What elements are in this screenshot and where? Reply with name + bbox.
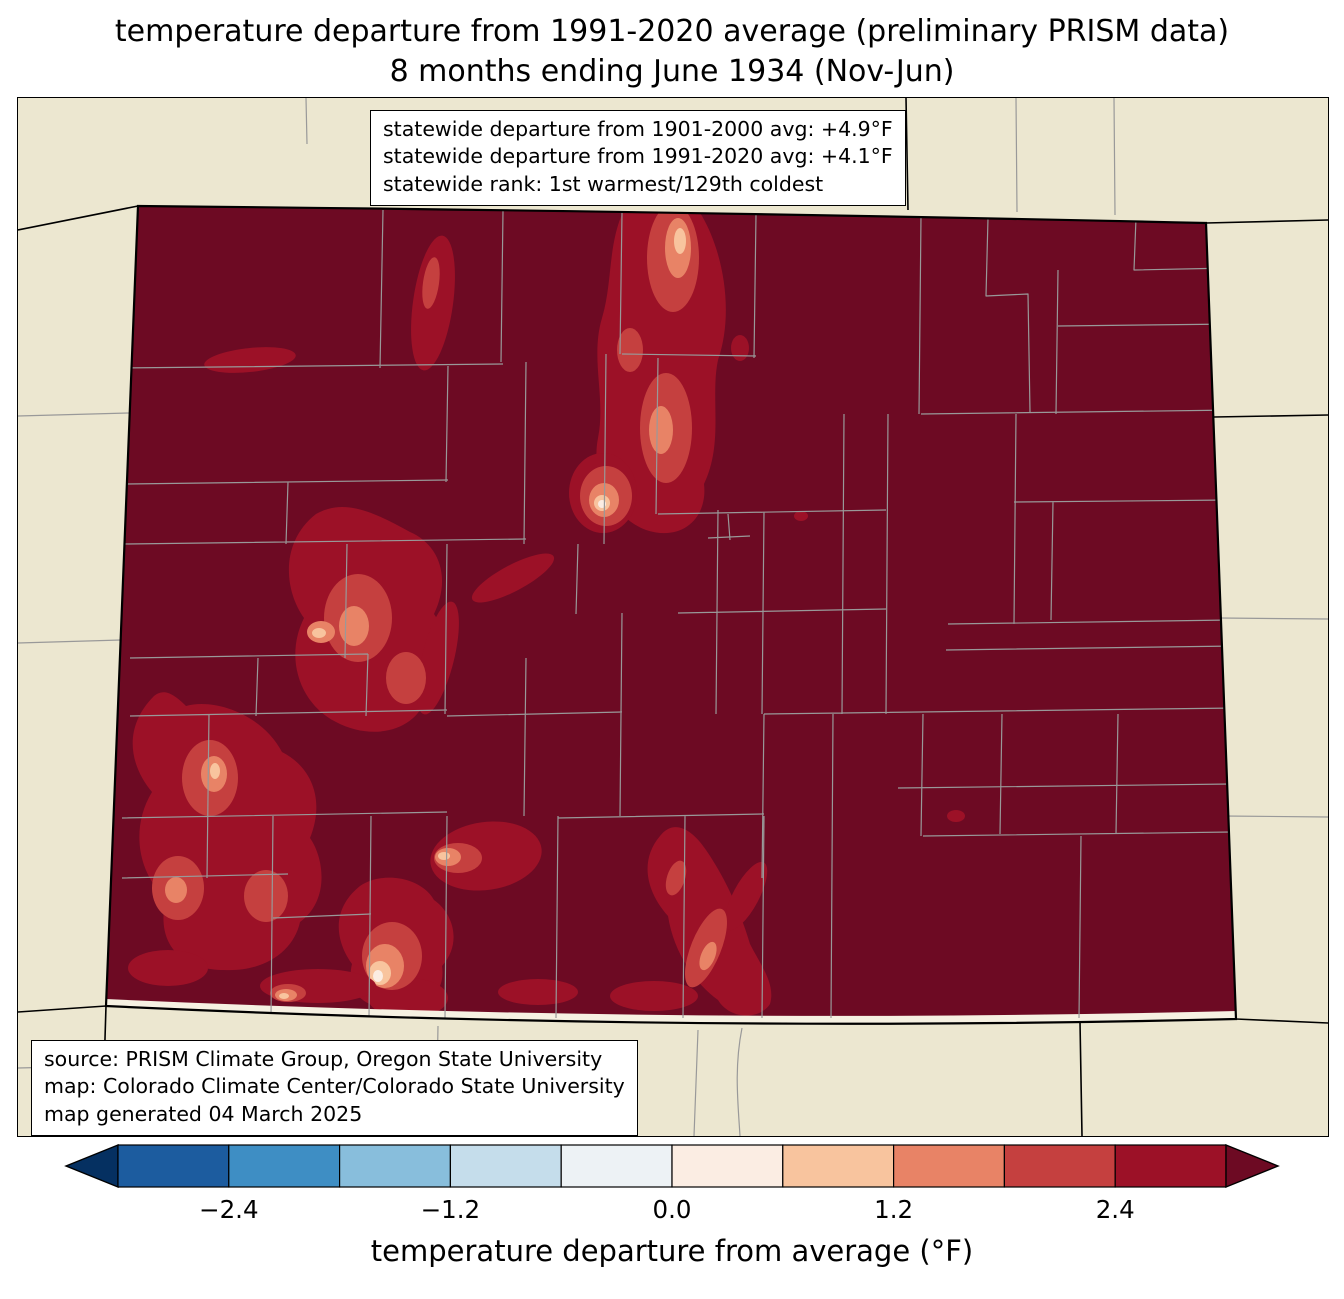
source-line1: source: PRISM Climate Group, Oregon Stat…	[44, 1047, 603, 1071]
colorbar-tick-label: 1.2	[874, 1195, 914, 1224]
source-line2: map: Colorado Climate Center/Colorado St…	[44, 1074, 625, 1099]
stats-line1: statewide departure from 1901-2000 avg: …	[383, 117, 893, 141]
colorbar-under-arrow	[64, 1143, 119, 1189]
colorbar-over-arrow	[1225, 1143, 1280, 1189]
state-data-layer	[106, 206, 1236, 1024]
colorbar-segment	[117, 1144, 230, 1188]
colorbar-segment	[449, 1144, 562, 1188]
colorbar-bar	[64, 1143, 1280, 1189]
colorbar-tick-label: −2.4	[199, 1195, 259, 1224]
state-border	[104, 204, 1238, 1025]
anomaly-blobs	[128, 206, 965, 1018]
colorbar-segment	[1003, 1144, 1116, 1188]
colorbar-tick-label: 2.4	[1095, 1195, 1135, 1224]
colorbar-segment	[671, 1144, 784, 1188]
source-line3: map generated 04 March 2025	[44, 1101, 363, 1126]
colorbar-segment	[339, 1144, 452, 1188]
county-lines	[121, 209, 1235, 1019]
page-title: temperature departure from 1991-2020 ave…	[0, 12, 1344, 91]
colorbar-segment	[228, 1144, 341, 1188]
colorbar-ticks: −2.4 −1.2 0.0 1.2 2.4	[64, 1189, 1280, 1225]
stats-box: statewide departure from 1901-2000 avg: …	[370, 110, 906, 207]
colorbar-label: temperature departure from average (°F)	[370, 1234, 974, 1268]
colorbar-tick-label: −1.2	[420, 1195, 481, 1224]
title-line1: temperature departure from 1991-2020 ave…	[114, 14, 1230, 49]
colorbar-segment	[892, 1144, 1005, 1188]
south-edge-sliver	[106, 999, 1236, 1024]
title-line2: 8 months ending June 1934 (Nov-Jun)	[389, 53, 955, 89]
stats-line2: statewide departure from 1991-2020 avg: …	[383, 144, 893, 169]
source-box: source: PRISM Climate Group, Oregon Stat…	[31, 1040, 638, 1137]
colorbar-segment	[560, 1144, 673, 1188]
stats-line3: statewide rank: 1st warmest/129th coldes…	[383, 171, 824, 196]
colorado-anomaly-map	[18, 98, 1328, 1136]
map-frame: statewide departure from 1901-2000 avg: …	[17, 97, 1329, 1137]
colorbar-segment	[782, 1144, 895, 1188]
colorbar-segment	[1114, 1144, 1227, 1188]
colorbar: −2.4 −1.2 0.0 1.2 2.4	[64, 1143, 1280, 1233]
colorbar-tick-label: 0.0	[652, 1195, 692, 1224]
